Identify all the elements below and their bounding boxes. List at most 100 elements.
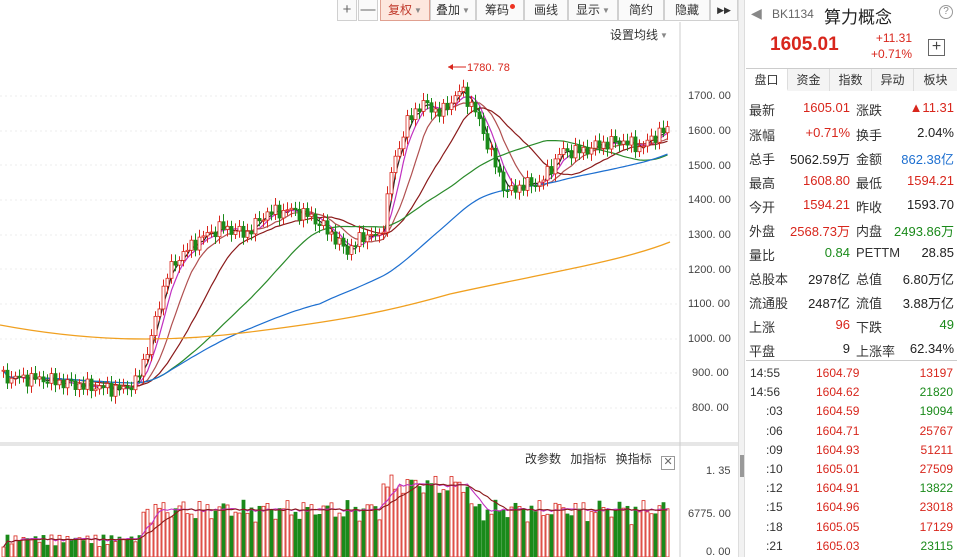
quote-row: 今开 1594.21 昨收 1593.70 [746, 192, 957, 216]
quote-label: 涨幅 [749, 128, 776, 143]
tick-volume: 25767 [919, 423, 953, 438]
price-axis: 1700. 00 1600. 00 1500. 00 1400. 00 1300… [688, 90, 731, 414]
hide-button[interactable]: 隐藏 [664, 0, 710, 21]
tab-pankou[interactable]: 盘口 [746, 69, 788, 91]
last-price: 1605.01 [770, 34, 839, 55]
quote-value: 2.04% [917, 125, 954, 140]
draw-line-button[interactable]: 画线 [524, 0, 568, 21]
volume-bars [1, 474, 670, 557]
change-params-button[interactable]: 改参数 [525, 452, 562, 466]
tick-row: :06 1604.71 25767 [746, 421, 957, 440]
quote-value: 96 [835, 317, 850, 332]
back-arrow-icon[interactable]: ◀ [751, 5, 762, 21]
quote-row: 量比 0.84 PETTM 28.85 [746, 240, 957, 264]
add-watchlist-button[interactable]: + [928, 39, 945, 56]
quote-value: 0.84 [824, 245, 850, 260]
info-icon[interactable]: ? [939, 5, 953, 19]
tick-price: 1604.79 [816, 366, 860, 380]
y-tick-1100: 1100. 00 [688, 298, 730, 310]
tick-volume: 17129 [919, 519, 953, 534]
quote-label: 最新 [749, 103, 776, 118]
sub-tick-zero: 0. 00 [706, 546, 730, 557]
tick-time: :12 [766, 481, 783, 496]
quote-label: 内盘 [856, 224, 883, 239]
tick-volume: 51211 [920, 442, 953, 457]
tab-sector[interactable]: 板块 [914, 69, 957, 91]
chips-button[interactable]: 筹码 [476, 0, 524, 21]
tick-row: :15 1604.96 23018 [746, 497, 957, 516]
quote-label: 下跌 [856, 320, 883, 335]
tick-row: :03 1604.59 19094 [746, 401, 957, 420]
quote-label: 总值 [856, 272, 883, 287]
tick-price: 1604.91 [816, 481, 860, 496]
tab-funds[interactable]: 资金 [788, 69, 830, 91]
change-percent: +0.71% [870, 47, 912, 61]
quote-panel: ◀ BK1134 算力概念 ? 1605.01 +11.31 +0.71% + … [746, 0, 957, 557]
panel-divider[interactable] [738, 0, 745, 557]
add-indicator-button[interactable]: 加指标 [570, 452, 607, 466]
tick-row: :10 1605.01 27509 [746, 459, 957, 478]
quote-header: ◀ BK1134 算力概念 ? 1605.01 +11.31 +0.71% + [746, 0, 957, 68]
tick-row: :21 1605.03 23115 [746, 536, 957, 555]
quote-label: 平盘 [749, 344, 776, 359]
tick-time: :03 [766, 404, 783, 419]
quote-value: 862.38亿 [901, 152, 954, 167]
chevron-down-icon: ▼ [660, 31, 668, 40]
tick-volume: 21820 [919, 385, 953, 400]
tick-price: 1605.05 [816, 519, 860, 534]
quote-label: 总手 [749, 152, 776, 167]
high-annotation: 1780. 78 [448, 62, 510, 74]
expand-arrows-icon[interactable]: ▶▶ [710, 0, 738, 21]
chart-toolbar: + — 复权 ▼ 叠加 ▼ 筹码 画线 显示 ▼ 简约 隐藏 ▶▶ [0, 0, 738, 22]
fuquan-dropdown[interactable]: 复权 ▼ [380, 0, 430, 21]
chevron-down-icon: ▼ [414, 6, 422, 15]
ma-settings-dropdown[interactable]: 设置均线 ▼ [610, 26, 668, 43]
close-icon[interactable]: ✕ [661, 456, 676, 470]
quote-row: 平盘 9 上涨率 62.34% [746, 336, 957, 360]
quote-value: 49 [939, 317, 954, 332]
zoom-in-button[interactable]: + [337, 0, 357, 21]
chips-label: 筹码 [484, 3, 509, 17]
tick-time: :06 [766, 423, 783, 438]
tick-volume: 27509 [919, 462, 953, 476]
quote-value: 28.85 [921, 245, 954, 260]
quote-label: 金额 [856, 152, 883, 167]
chart-grid [0, 22, 738, 557]
zoom-out-button[interactable]: — [358, 0, 378, 21]
quote-label: 涨跌 [856, 103, 883, 118]
quote-label: 今开 [749, 200, 776, 215]
tick-time: :21 [766, 538, 783, 553]
tick-volume: 23018 [919, 500, 953, 515]
quote-label: 最高 [749, 176, 776, 191]
y-tick-1700: 1700. 00 [688, 90, 731, 102]
divider-line [746, 360, 957, 361]
overlay-label: 叠加 [436, 3, 461, 17]
switch-indicator-button[interactable]: 换指标 [615, 452, 652, 466]
quote-value: 62.34% [909, 341, 954, 356]
overlay-dropdown[interactable]: 叠加 ▼ [430, 0, 476, 21]
quote-value: ▲11.31 [909, 100, 954, 115]
quote-value: 6.80万亿 [902, 272, 954, 287]
display-label: 显示 [576, 3, 601, 17]
tab-index[interactable]: 指数 [830, 69, 872, 91]
quote-value: 2568.73万 [790, 224, 850, 239]
sector-name: 算力概念 [824, 8, 892, 27]
quote-row: 涨幅 +0.71% 换手 2.04% [746, 120, 957, 144]
tick-volume: 13197 [919, 366, 953, 380]
quote-value: 3.88万亿 [902, 296, 954, 311]
quote-value: 1594.21 [803, 197, 850, 212]
drag-handle-icon[interactable] [740, 455, 744, 477]
quote-value: 9 [842, 341, 850, 356]
quote-row: 总手 5062.59万 金额 862.38亿 [746, 144, 957, 168]
quote-value: 1594.21 [907, 173, 954, 188]
tab-movement[interactable]: 异动 [872, 69, 914, 91]
kline-chart[interactable]: 1700. 00 1600. 00 1500. 00 1400. 00 1300… [0, 22, 738, 557]
chevron-down-icon: ▼ [462, 6, 470, 15]
y-tick-1500: 1500. 00 [688, 160, 731, 172]
display-dropdown[interactable]: 显示 ▼ [568, 0, 618, 21]
y-tick-1600: 1600. 00 [688, 125, 731, 137]
sector-code: BK1134 [772, 7, 814, 21]
simple-mode-button[interactable]: 简约 [618, 0, 664, 21]
candlesticks [1, 79, 670, 404]
quote-row: 最新 1605.01 涨跌 ▲11.31 [746, 95, 957, 119]
